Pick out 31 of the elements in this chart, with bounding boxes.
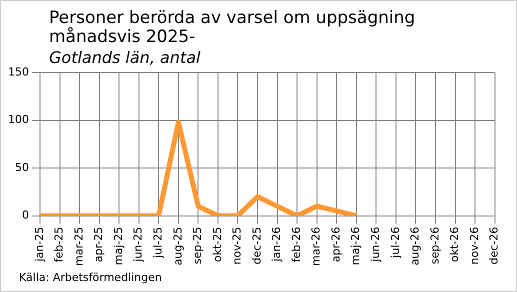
x-tick-label: maj-25	[112, 226, 125, 266]
x-tick-label: nov-25	[230, 226, 244, 265]
y-tick-label: 0	[22, 208, 29, 222]
x-tick-label: jan-25	[32, 226, 46, 263]
x-tick-label: nov-26	[468, 226, 481, 265]
x-tick-label: dec-25	[250, 226, 264, 265]
x-tick-label: jul-26	[388, 226, 402, 259]
y-tick-label: 150	[8, 65, 29, 78]
x-tick-label: aug-25	[171, 226, 184, 266]
x-tick-label: apr-25	[92, 226, 106, 262]
x-tick-label: sep-25	[191, 226, 204, 264]
x-tick-label: sep-26	[428, 226, 442, 264]
x-tick-label: apr-26	[329, 226, 342, 262]
x-tick-label: maj-26	[349, 226, 362, 266]
chart-title: Personer berörda av varsel om uppsägning månadsvis 2025-	[49, 8, 416, 47]
y-tick-label: 50	[14, 160, 29, 174]
x-tick-label: feb-26	[290, 226, 303, 262]
x-tick-label: jan-26	[270, 226, 284, 263]
text: Källa: Arbetsförmedlingen	[19, 271, 162, 284]
x-tick-label: okt-25	[210, 226, 224, 262]
x-tick-label: jun-26	[369, 226, 382, 263]
x-tick-label: jul-25	[152, 226, 164, 259]
x-tick-label: jun-25	[132, 226, 145, 263]
y-tick-label: 100	[8, 113, 29, 126]
x-tick-label: mar-26	[310, 226, 323, 266]
x-tick-label: dec-26	[488, 226, 501, 265]
x-tick-label: okt-26	[448, 226, 462, 262]
x-tick-label: aug-26	[408, 226, 422, 266]
x-tick-label: feb-25	[52, 226, 66, 262]
x-tick-label: mar-25	[72, 226, 86, 266]
chart-subtitle: Gotlands län, antal	[49, 48, 200, 67]
